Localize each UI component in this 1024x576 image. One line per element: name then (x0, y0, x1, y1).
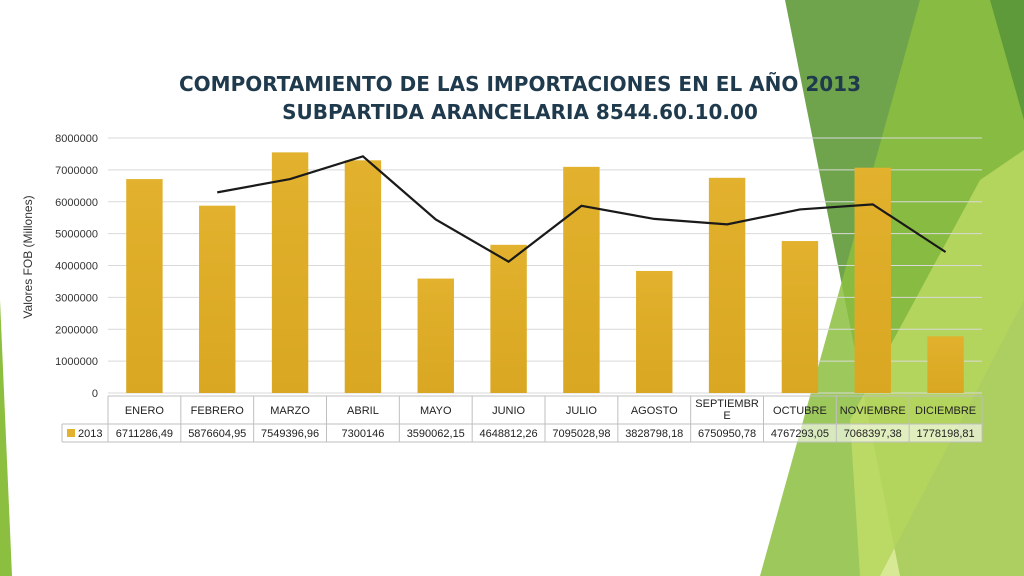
bar (199, 205, 236, 393)
category-label: NOVIEMBRE (840, 405, 906, 417)
data-label: 3828798,18 (625, 428, 683, 440)
y-tick-label: 8000000 (55, 133, 98, 145)
data-label: 6711286,49 (116, 428, 173, 440)
data-label: 1778198,81 (917, 428, 975, 440)
data-label: 5876604,95 (188, 428, 246, 440)
category-label: DICIEMBRE (915, 405, 976, 417)
category-label: MARZO (270, 405, 310, 417)
data-label: 3590062,15 (407, 428, 465, 440)
data-label: 6750950,78 (698, 428, 756, 440)
data-label: 4767293,05 (771, 428, 829, 440)
y-tick-label: 1000000 (55, 356, 98, 368)
bar (636, 270, 673, 393)
bar (417, 278, 454, 393)
category-label: FEBRERO (191, 405, 245, 417)
table-row-label: 2013 (78, 428, 102, 440)
data-label: 7549396,96 (261, 428, 319, 440)
data-label: 7068397,38 (844, 428, 902, 440)
green-shape-right-edge (990, 0, 1024, 120)
bar (126, 179, 163, 393)
bar (708, 177, 746, 393)
y-tick-label: 5000000 (55, 229, 98, 241)
bar (781, 241, 819, 393)
bar (344, 160, 382, 393)
bar (490, 244, 527, 393)
trend-line (217, 155, 947, 264)
y-tick-label: 7000000 (55, 165, 98, 177)
category-label: OCTUBRE (773, 405, 827, 417)
chart-subtitle: SUBPARTIDA ARANCELARIA 8544.60.10.00 (282, 100, 758, 124)
green-shape-left (0, 300, 12, 576)
y-tick-label: 4000000 (55, 261, 98, 273)
category-label: MAYO (420, 405, 452, 417)
bar (563, 166, 600, 393)
category-label: ENERO (125, 405, 165, 417)
y-tick-label: 6000000 (55, 197, 98, 209)
category-label: JULIO (566, 405, 598, 417)
y-tick-label: 0 (92, 388, 98, 400)
y-tick-label: 3000000 (55, 292, 98, 304)
legend-swatch (67, 429, 75, 437)
data-label: 4648812,26 (480, 428, 538, 440)
category-label: ABRIL (347, 405, 379, 417)
data-label: 7300146 (342, 428, 385, 440)
bar (271, 152, 309, 393)
chart-title: COMPORTAMIENTO DE LAS IMPORTACIONES EN E… (178, 72, 862, 96)
category-label: JUNIO (492, 405, 525, 417)
bar (927, 336, 964, 393)
y-tick-label: 2000000 (55, 324, 98, 336)
category-label: SEPTIEMBR (695, 398, 759, 410)
table-row-bg (62, 424, 982, 442)
bar (854, 167, 891, 393)
category-label: AGOSTO (631, 405, 678, 417)
data-label: 7095028,98 (552, 428, 610, 440)
category-label: E (723, 410, 730, 422)
